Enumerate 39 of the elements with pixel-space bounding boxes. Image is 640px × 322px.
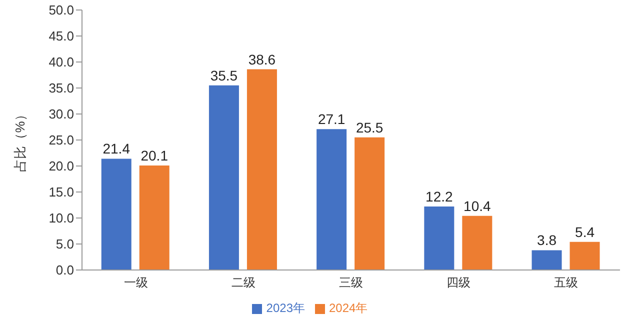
y-axis-title: 占比（%）: [12, 108, 28, 172]
bar: [462, 216, 492, 270]
bar: [532, 250, 562, 270]
bar: [208, 85, 239, 270]
y-tick-label: 30.0: [48, 106, 74, 122]
data-label: 38.6: [248, 51, 276, 68]
y-tick-label: 35.0: [48, 80, 74, 96]
y-tick-label: 0.0: [56, 262, 74, 278]
data-label: 27.1: [318, 111, 346, 128]
data-label: 20.1: [140, 147, 168, 164]
x-tick-label: 三级: [339, 276, 363, 290]
data-label: 10.4: [464, 198, 492, 214]
data-label: 5.4: [575, 224, 595, 240]
y-tick-label: 5.0: [56, 236, 74, 252]
x-tick-label: 二级: [231, 276, 256, 290]
data-label: 35.5: [210, 67, 238, 84]
legend-label: 2023年: [266, 301, 305, 315]
y-tick-label: 45.0: [48, 28, 74, 44]
data-label: 12.2: [426, 188, 454, 205]
x-tick-label: 四级: [446, 276, 471, 290]
x-tick-label: 一级: [124, 276, 148, 290]
bar: [570, 242, 600, 270]
y-tick-label: 40.0: [48, 54, 74, 70]
x-tick-label: 五级: [554, 276, 578, 290]
y-tick-label: 20.0: [48, 158, 74, 174]
data-label: 25.5: [356, 119, 384, 136]
y-tick-label: 25.0: [48, 132, 74, 148]
bar: [101, 158, 132, 270]
bar: [246, 69, 277, 270]
y-tick-label: 50.0: [48, 2, 74, 18]
y-tick-label: 10.0: [48, 210, 74, 226]
y-tick-label: 15.0: [48, 184, 74, 200]
legend-label: 2024年: [329, 301, 368, 315]
data-label: 3.8: [537, 232, 557, 248]
bar: [316, 129, 347, 270]
bar: [354, 137, 385, 270]
bar: [424, 206, 454, 270]
data-label: 21.4: [102, 140, 130, 157]
bar: [139, 165, 170, 270]
